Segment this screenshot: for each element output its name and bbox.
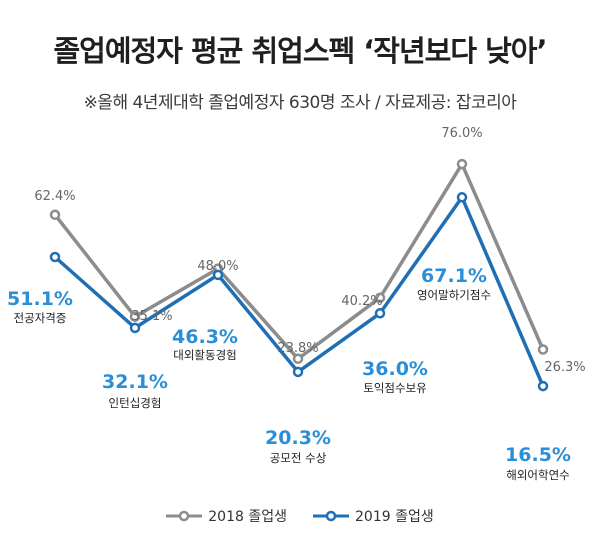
category-label: 토익점수보유 xyxy=(363,381,426,395)
data-label-2018: 35.1% xyxy=(131,309,172,324)
chart-title: 졸업예정자 평균 취업스펙 ‘작년보다 낮아’ xyxy=(53,34,548,68)
data-label-2018: 76.0% xyxy=(441,126,482,141)
data-point-2018 xyxy=(374,292,386,303)
data-label-2019: 67.1% xyxy=(421,265,487,287)
data-label-2019: 51.1% xyxy=(7,288,73,310)
data-point-2019 xyxy=(374,308,386,319)
data-point-2018 xyxy=(49,209,61,221)
data-point-2018 xyxy=(537,344,549,355)
data-point-2018 xyxy=(456,158,468,170)
series-line-2018 xyxy=(53,162,545,361)
data-label-2019: 16.5% xyxy=(505,444,571,466)
data-point-2019 xyxy=(129,322,141,334)
data-point-2019 xyxy=(292,366,304,378)
chart-subtitle: ※올해 4년제대학 졸업예정자 630명 조사 / 자료제공: 잡코리아 xyxy=(83,93,517,113)
category-label: 영어말하기점수 xyxy=(417,288,491,302)
data-point-2018 xyxy=(129,311,141,322)
category-label: 공모전 수상 xyxy=(270,451,327,465)
data-point-2019 xyxy=(49,251,61,263)
data-label-2018: 62.4% xyxy=(34,189,75,204)
category-label: 해외어학연수 xyxy=(506,468,569,482)
legend-label-2018: 2018 졸업생 xyxy=(208,509,287,525)
data-label-2018: 40.2% xyxy=(341,294,382,309)
data-label-2018: 26.3% xyxy=(544,360,585,375)
legend-item-2019: 2019 졸업생 xyxy=(313,506,434,526)
data-label-2018: 23.8% xyxy=(277,341,318,356)
data-label-2019: 46.3% xyxy=(172,326,238,348)
category-label: 전공자격증 xyxy=(14,311,67,325)
legend-swatch-2019 xyxy=(313,509,349,523)
data-label-2018: 48.0% xyxy=(197,259,238,274)
legend-item-2018: 2018 졸업생 xyxy=(166,506,287,526)
data-point-2018 xyxy=(292,353,304,365)
data-label-2019: 36.0% xyxy=(362,358,428,380)
category-label: 대외활동경험 xyxy=(173,348,236,362)
data-point-2019 xyxy=(456,192,468,203)
chart-legend: 2018 졸업생 2019 졸업생 xyxy=(0,506,600,526)
data-label-2019: 20.3% xyxy=(265,427,331,449)
data-label-2019: 32.1% xyxy=(102,371,168,393)
legend-swatch-2018 xyxy=(166,509,203,523)
category-label: 인턴십경험 xyxy=(109,396,162,410)
data-point-2019 xyxy=(537,380,549,392)
legend-label-2019: 2019 졸업생 xyxy=(355,509,434,525)
data-point-2019 xyxy=(212,269,224,281)
